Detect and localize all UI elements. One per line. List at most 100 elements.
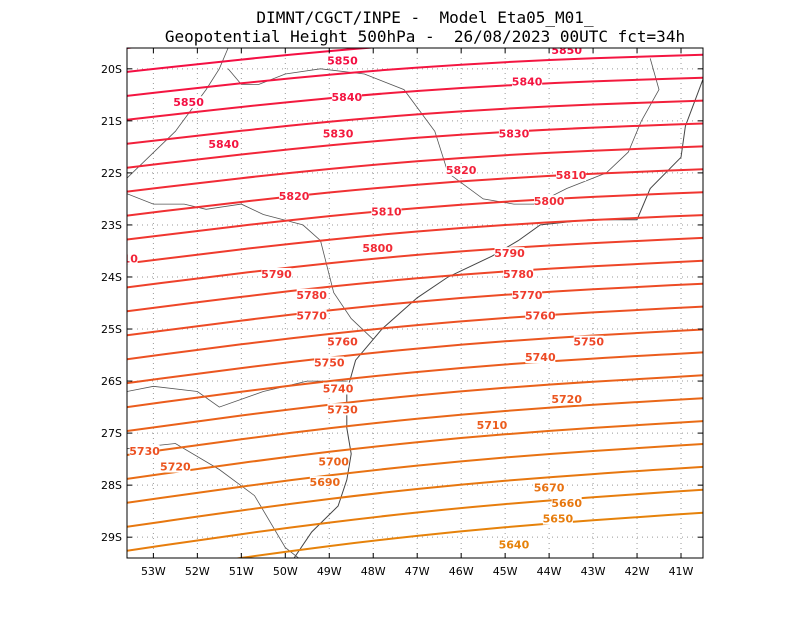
lat-label: 26S xyxy=(101,375,122,388)
contour-label: 5720 xyxy=(551,393,582,406)
lon-label: 50W xyxy=(273,565,298,578)
contour-label: 5850 xyxy=(551,44,582,57)
contour-label-bg xyxy=(362,241,393,254)
contour-label-bg xyxy=(314,356,345,369)
state-border xyxy=(127,380,347,408)
lat-label: 22S xyxy=(101,167,122,180)
lat-label: 25S xyxy=(101,323,122,336)
contour-label: 5770 xyxy=(512,289,543,302)
contour-label: 5640 xyxy=(499,539,530,552)
contour-label-bg xyxy=(160,460,191,473)
contour-label: 5710 xyxy=(477,419,508,432)
contour-label-bg xyxy=(498,538,529,551)
contour-label-bg xyxy=(494,247,525,260)
contour-labels: 5850 5850 5850 5840 5840 5840 5830 5830 5820 5820… xyxy=(127,44,604,552)
title-line-2: Geopotential Height 500hPa - 26/08/2023 … xyxy=(164,27,686,46)
contour-label: 5800 xyxy=(362,242,393,255)
contour-label-bg xyxy=(331,91,362,104)
contour-label-bg xyxy=(512,75,543,88)
contour-5710 xyxy=(127,351,703,409)
lat-label: 28S xyxy=(101,479,122,492)
contour-label: 5760 xyxy=(327,336,358,349)
lon-label: 47W xyxy=(405,565,430,578)
contour-label-bg xyxy=(534,481,565,494)
state-border xyxy=(127,443,299,558)
contour-label-bg xyxy=(551,48,582,57)
contour-label-bg xyxy=(208,137,239,150)
contour-label: 5840 xyxy=(512,75,543,88)
contour-5800 xyxy=(127,145,703,193)
lat-label: 21S xyxy=(101,115,122,128)
lat-label: 27S xyxy=(101,427,122,440)
contour-label: 5820 xyxy=(279,190,310,203)
contour-5770 xyxy=(127,214,703,265)
contour-label: 5750 xyxy=(573,336,604,349)
contour-label: 5800 xyxy=(534,195,565,208)
contour-label: 5810 xyxy=(556,169,587,182)
contour-5860 xyxy=(127,48,137,49)
latitude-labels: 20S 21S 22S 23S 24S 25S 26S 27S 28S 29S xyxy=(101,63,122,544)
contour-5640 xyxy=(233,511,703,558)
lon-label: 42W xyxy=(625,565,650,578)
lon-label: 52W xyxy=(185,565,210,578)
contour-label: 5840 xyxy=(208,138,239,151)
map-frame xyxy=(126,47,704,559)
contour-label: 5660 xyxy=(551,497,582,510)
contour-label-bg xyxy=(296,288,327,301)
state-border xyxy=(127,193,374,340)
contour-5810 xyxy=(127,122,703,169)
contour-label-bg xyxy=(512,288,543,301)
title-line-1: DIMNT/CGCT/INPE - Model Eta05_M01_ xyxy=(256,8,594,27)
lon-label: 43W xyxy=(581,565,606,578)
contour-label-bg xyxy=(279,189,310,202)
axis-ticks xyxy=(127,48,703,558)
contour-label-bg xyxy=(327,335,358,348)
graticule xyxy=(127,48,703,558)
contour-label-bg xyxy=(173,96,204,109)
contour-label: 5740 xyxy=(525,351,556,364)
contour-label-bg xyxy=(446,163,477,176)
contour-label: 5760 xyxy=(525,310,556,323)
lat-label: 29S xyxy=(101,531,122,544)
contour-label: 5770 xyxy=(296,310,327,323)
contour-label-bg xyxy=(476,418,507,431)
contour-label: 5690 xyxy=(310,476,341,489)
lat-label: 20S xyxy=(101,63,122,76)
contour-label: 5780 xyxy=(296,289,327,302)
contour-label: 5790 xyxy=(494,247,525,260)
contour-5790 xyxy=(127,168,703,217)
contour-5760 xyxy=(127,236,703,289)
coastline xyxy=(127,48,703,558)
contour-label: 5850 xyxy=(173,96,204,109)
contour-label: 5830 xyxy=(323,127,354,140)
contour-label-bg xyxy=(323,127,354,140)
contour-label: 5740 xyxy=(323,382,354,395)
state-border xyxy=(227,58,660,205)
lon-label: 44W xyxy=(537,565,562,578)
contour-label: 5830 xyxy=(499,127,530,140)
lon-label: 46W xyxy=(449,565,474,578)
contour-label: 5650 xyxy=(543,513,574,526)
contour-5850 xyxy=(127,48,379,73)
contour-label-bg xyxy=(525,351,556,364)
contour-5820 xyxy=(127,99,703,145)
contour-5830 xyxy=(127,76,703,121)
contour-label: 5840 xyxy=(332,91,363,104)
contour-label-bg xyxy=(551,392,582,405)
contour-label-bg xyxy=(525,309,556,322)
longitude-labels: 53W 52W 51W 50W 49W 48W 47W 46W 45W 44W 43W 42W 41W xyxy=(141,565,694,578)
contour-5740 xyxy=(127,282,703,337)
contour-5750 xyxy=(127,259,703,313)
contour-label: 5730 xyxy=(327,403,358,416)
contour-5670 xyxy=(127,443,703,504)
lon-label: 41W xyxy=(669,565,694,578)
contour-label-bg xyxy=(296,309,327,322)
contour-label-bg xyxy=(318,455,349,468)
contour-label: 5780 xyxy=(503,268,534,281)
contour-label: 5720 xyxy=(160,461,191,474)
contour-label-bg xyxy=(309,476,340,489)
contour-lines xyxy=(127,48,703,558)
contour-label-bg xyxy=(534,195,565,208)
contour-5700 xyxy=(127,374,703,432)
contour-label-bg xyxy=(371,205,402,218)
